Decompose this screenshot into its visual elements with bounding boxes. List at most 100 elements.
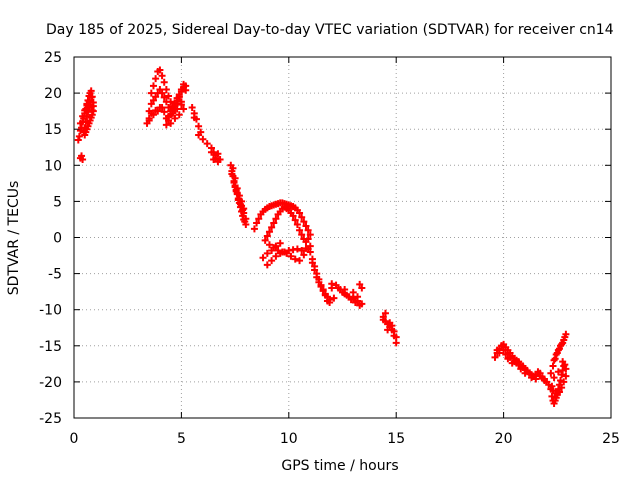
data-point xyxy=(214,150,222,158)
data-point xyxy=(162,121,170,129)
data-point xyxy=(173,96,181,104)
data-point xyxy=(504,355,512,363)
data-point xyxy=(390,327,398,335)
data-point xyxy=(162,98,170,106)
data-point xyxy=(162,85,170,93)
data-point xyxy=(561,333,569,341)
data-point xyxy=(268,257,276,265)
data-point xyxy=(381,309,389,317)
data-point xyxy=(207,148,215,156)
data-point xyxy=(190,114,198,122)
data-point xyxy=(180,105,188,113)
axis-ticks xyxy=(73,56,612,419)
data-point xyxy=(559,358,567,366)
data-point xyxy=(272,252,280,260)
data-point xyxy=(491,353,499,361)
data-point xyxy=(300,251,308,259)
x-tick-label: 20 xyxy=(495,431,513,447)
data-point xyxy=(188,104,196,112)
y-tick-label: -15 xyxy=(39,339,62,355)
x-tick-label: 10 xyxy=(280,431,298,447)
data-point xyxy=(152,75,160,83)
data-point xyxy=(145,117,153,125)
data-point xyxy=(274,246,282,254)
data-point xyxy=(195,122,203,130)
data-point xyxy=(302,222,310,230)
data-point xyxy=(171,114,179,122)
data-point xyxy=(298,213,306,221)
data-point xyxy=(154,107,162,115)
data-point xyxy=(228,170,236,178)
data-point xyxy=(236,200,244,208)
data-point xyxy=(195,131,203,139)
data-point xyxy=(272,242,280,250)
data-points xyxy=(74,66,570,408)
data-point xyxy=(158,104,166,112)
data-point xyxy=(554,346,562,354)
data-point xyxy=(558,384,566,392)
data-point xyxy=(156,66,164,74)
data-point xyxy=(328,280,336,288)
data-point xyxy=(234,196,242,204)
data-point xyxy=(149,96,157,104)
data-point xyxy=(521,369,529,377)
x-axis-label: GPS time / hours xyxy=(281,458,398,474)
data-point xyxy=(253,219,261,227)
data-point xyxy=(319,285,327,293)
data-point xyxy=(250,225,258,233)
data-point xyxy=(293,245,301,253)
data-point xyxy=(74,136,82,144)
data-point xyxy=(76,119,84,127)
data-point xyxy=(160,108,168,116)
data-point xyxy=(265,228,273,236)
data-point xyxy=(356,301,364,309)
y-tick-label: -10 xyxy=(39,303,62,319)
data-point xyxy=(562,365,570,373)
data-point xyxy=(536,372,544,380)
data-point xyxy=(298,246,306,254)
data-point xyxy=(230,179,238,187)
data-point xyxy=(171,102,179,110)
data-point xyxy=(255,215,263,223)
data-point xyxy=(149,111,157,119)
data-point xyxy=(158,89,166,97)
data-point xyxy=(334,284,342,292)
data-point xyxy=(528,374,536,382)
data-point xyxy=(388,322,396,330)
data-point xyxy=(232,187,240,195)
data-point xyxy=(317,281,325,289)
data-point xyxy=(306,248,314,256)
data-point xyxy=(296,226,304,234)
data-point xyxy=(175,93,183,101)
data-point xyxy=(349,288,357,296)
y-tick-label: -20 xyxy=(39,375,62,391)
y-tick-label: 20 xyxy=(44,86,62,102)
data-point xyxy=(291,255,299,263)
x-tick-label: 0 xyxy=(70,431,79,447)
data-point xyxy=(379,316,387,324)
data-point xyxy=(351,298,359,306)
data-point xyxy=(313,270,321,278)
data-point xyxy=(532,375,540,383)
data-point xyxy=(81,124,89,132)
x-tick-label: 25 xyxy=(602,431,620,447)
y-tick-labels: -25 -20 -15 -10 -5 0 5 10 15 20 25 xyxy=(39,50,62,427)
data-point xyxy=(296,209,304,217)
data-point xyxy=(300,218,308,226)
data-point xyxy=(265,241,273,249)
data-point xyxy=(87,87,95,95)
y-tick-label: 15 xyxy=(44,122,62,138)
data-point xyxy=(79,156,87,164)
data-point xyxy=(549,362,557,370)
data-point xyxy=(298,231,306,239)
data-point xyxy=(321,291,329,299)
data-point xyxy=(242,215,250,223)
data-point xyxy=(497,342,505,350)
y-tick-label: 25 xyxy=(44,50,62,66)
data-point xyxy=(229,164,237,172)
data-point xyxy=(259,254,267,262)
x-tick-label: 5 xyxy=(177,431,186,447)
data-point xyxy=(287,252,295,260)
data-point xyxy=(552,350,560,358)
data-point xyxy=(548,382,556,390)
